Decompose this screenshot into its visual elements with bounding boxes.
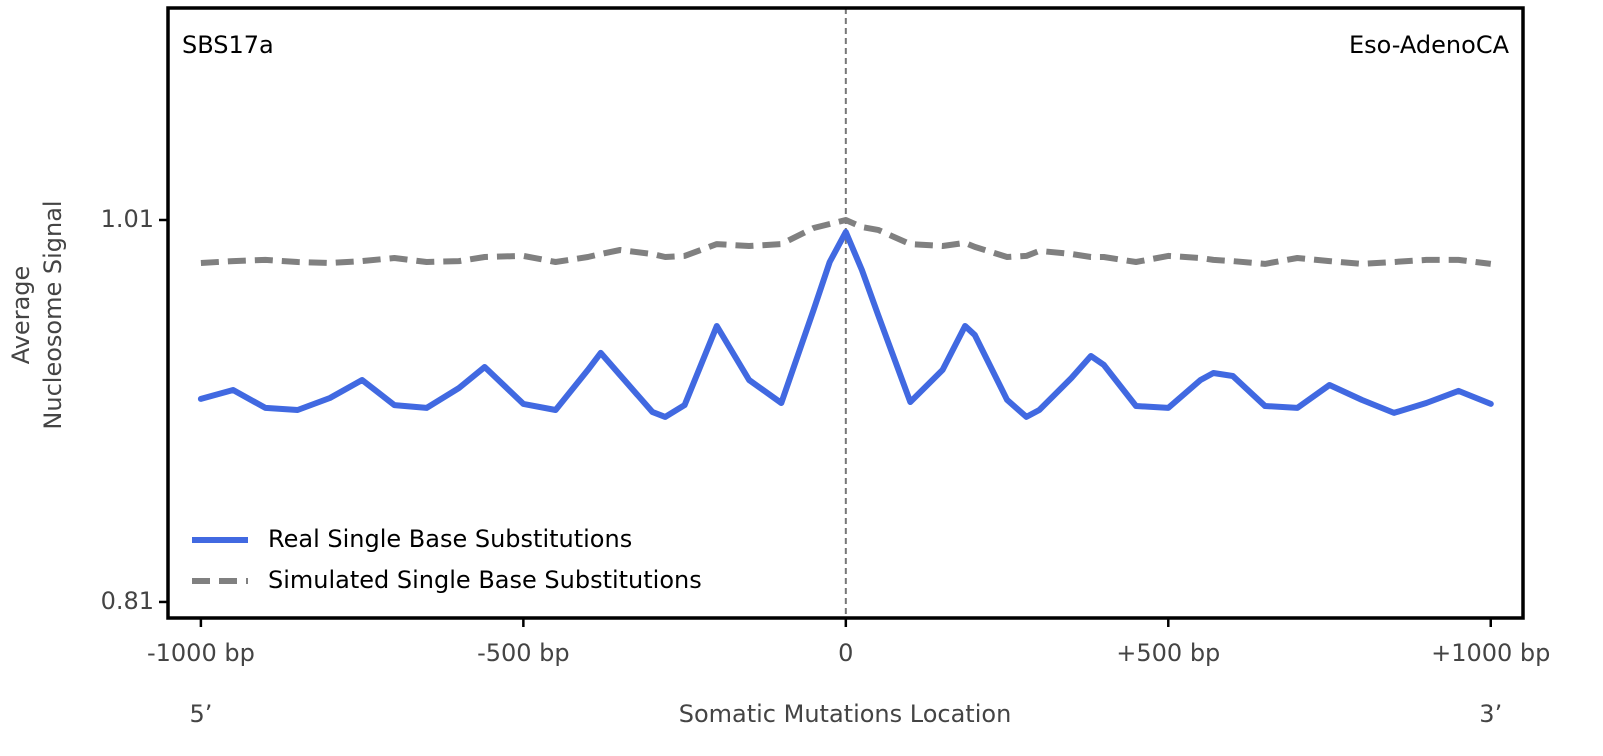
y-axis-label: Nucleosome Signal: [39, 200, 67, 429]
legend-label: Simulated Single Base Substitutions: [268, 566, 702, 594]
x-axis-label: Somatic Mutations Location: [679, 700, 1012, 728]
annotation: Eso-AdenoCA: [1349, 31, 1510, 59]
series-line: [197, 229, 1494, 420]
x-tick-label: 0: [838, 639, 853, 667]
y-tick-label: 0.81: [101, 587, 154, 615]
legend-label: Real Single Base Substitutions: [268, 525, 632, 553]
y-tick-label: 1.01: [101, 205, 154, 233]
series-line: [200, 217, 1492, 267]
y-axis-label: Average: [7, 266, 35, 365]
annotation: SBS17a: [182, 31, 274, 59]
x-tick-label: +500 bp: [1116, 639, 1220, 667]
x-tick-label: -1000 bp: [147, 639, 255, 667]
x-tick-label: -500 bp: [477, 639, 570, 667]
end-label: 3’: [1479, 700, 1502, 728]
end-label: 5’: [189, 700, 212, 728]
plot-frame: [166, 6, 1525, 620]
x-tick-label: +1000 bp: [1431, 639, 1550, 667]
